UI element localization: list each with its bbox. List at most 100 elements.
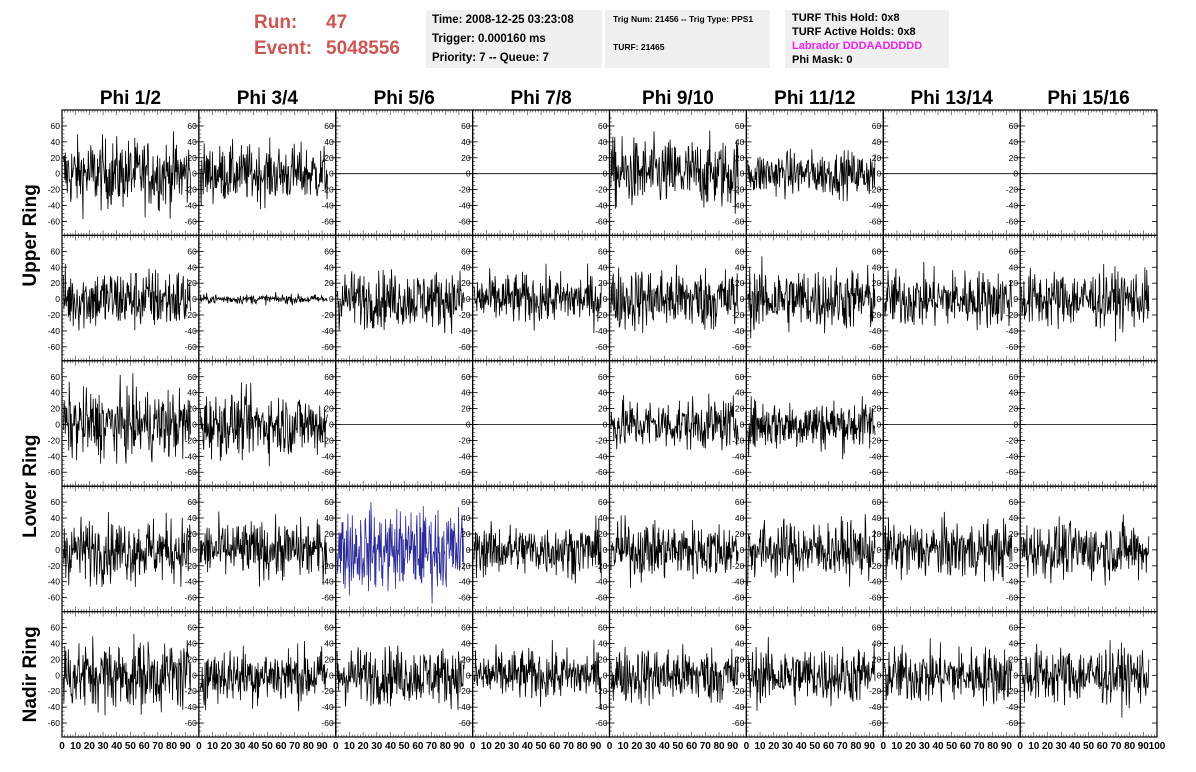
ytick-label: -20 — [48, 185, 61, 195]
ytick-label: 40 — [735, 262, 745, 272]
ytick-label: -20 — [869, 686, 882, 696]
xtick-label: 10 — [891, 741, 903, 752]
ytick-label: 40 — [461, 513, 471, 523]
ytick-label: 0 — [55, 420, 60, 430]
ytick-label: 60 — [51, 623, 61, 633]
ytick-label: 40 — [324, 513, 334, 523]
ytick-label: 60 — [1009, 497, 1019, 507]
ytick-label: 20 — [51, 278, 61, 288]
ytick-label: 60 — [598, 623, 608, 633]
ytick-label: -60 — [458, 467, 471, 477]
ytick-label: -20 — [595, 561, 608, 571]
panel-r0-c0: -60 -40 -20 0 20 40 60 — [48, 109, 200, 237]
ytick-label: 60 — [324, 121, 334, 131]
ytick-label: -40 — [48, 577, 61, 587]
trigger-text: Trigger: 0.000160 ms — [432, 33, 546, 45]
ytick-label: 60 — [598, 121, 608, 131]
event-value: 5048556 — [326, 38, 400, 59]
ytick-label: -20 — [869, 435, 882, 445]
panel-r1-c2: -60 -40 -20 0 20 40 60 — [321, 234, 474, 362]
ytick-label: -60 — [458, 216, 471, 226]
waveform-trace — [63, 131, 192, 220]
xtick-label: 30 — [782, 741, 794, 752]
ytick-label: 0 — [192, 670, 197, 680]
ytick-label: 40 — [51, 262, 61, 272]
xtick-label: 90 — [317, 741, 329, 752]
ytick-label: -20 — [321, 686, 334, 696]
panel-r2-c3: -60 -40 -20 0 20 40 60 — [458, 360, 611, 487]
xtick-label: 10 — [70, 741, 82, 752]
ytick-label: 40 — [51, 388, 61, 398]
xtick-label: 10 — [344, 741, 356, 752]
ytick-label: 0 — [329, 420, 334, 430]
ytick-label: 20 — [461, 153, 471, 163]
ytick-label: 20 — [1009, 153, 1019, 163]
ytick-label: 60 — [324, 372, 334, 382]
column-header-1: Phi 3/4 — [237, 88, 299, 109]
ytick-label: 0 — [192, 169, 197, 179]
ytick-label: 20 — [461, 654, 471, 664]
ytick-label: 0 — [1013, 545, 1018, 555]
waveform-trace — [747, 256, 876, 339]
time-info-box: Time: 2008-12-25 03:23:08 Trigger: 0.000… — [426, 10, 602, 68]
waveform-trace — [199, 640, 328, 712]
turf-text: TURF: 21465 — [613, 42, 665, 52]
ytick-label: 20 — [324, 404, 334, 414]
panel-r0-c1: -60 -40 -20 0 20 40 60 — [185, 109, 337, 237]
column-header-6: Phi 13/14 — [910, 88, 993, 109]
panel-r1-c6: -60 -40 -20 0 20 40 60 — [869, 234, 1021, 362]
ytick-label: -40 — [869, 577, 882, 587]
xtick-label: 10 — [481, 741, 493, 752]
ytick-label: 40 — [1009, 262, 1019, 272]
xtick-label: 50 — [262, 741, 274, 752]
panel-r1-c3: -60 -40 -20 0 20 40 60 — [458, 234, 611, 362]
xtick-label: 80 — [713, 741, 725, 752]
ytick-label: -60 — [595, 593, 608, 603]
xtick-label: 80 — [850, 741, 862, 752]
ytick-label: 20 — [1009, 529, 1019, 539]
ytick-label: -60 — [1006, 216, 1019, 226]
waveform-trace — [747, 148, 876, 202]
ytick-label: -60 — [185, 216, 198, 226]
panel-r4-c6: -60 -40 -20 0 20 40 60 — [869, 610, 1021, 738]
xtick-label: 60 — [1097, 741, 1109, 752]
ytick-label: -40 — [1006, 326, 1019, 336]
panel-r1-c1: -60 -40 -20 0 20 40 60 — [185, 234, 337, 362]
ytick-label: 0 — [740, 545, 745, 555]
panel-r1-c5: -60 -40 -20 0 20 40 60 — [732, 234, 884, 362]
ytick-label: -40 — [458, 577, 471, 587]
ytick-label: -40 — [595, 201, 608, 211]
ytick-label: -20 — [48, 310, 61, 320]
ytick-label: 60 — [187, 372, 197, 382]
panel-r0-c2: -60 -40 -20 0 20 40 60 — [321, 109, 474, 237]
ytick-label: -60 — [321, 216, 334, 226]
xtick-label: 90 — [864, 741, 876, 752]
ytick-label: -40 — [185, 577, 198, 587]
waveform-trace — [336, 502, 465, 604]
waveform-trace — [1021, 263, 1150, 342]
ytick-label: -20 — [321, 561, 334, 571]
ytick-label: 40 — [872, 513, 882, 523]
ytick-label: 40 — [598, 137, 608, 147]
ytick-label: 20 — [598, 654, 608, 664]
ytick-label: 20 — [1009, 654, 1019, 664]
panel-r0-c7: -60 -40 -20 0 20 40 60 — [1006, 109, 1158, 237]
ring-label-1: Lower Ring — [20, 434, 41, 537]
ytick-label: 40 — [51, 137, 61, 147]
xtick-label: 20 — [221, 741, 233, 752]
ytick-label: 20 — [324, 278, 334, 288]
trig-num-text: Trig Num: 21456 -- Trig Type: PPS1 — [613, 14, 754, 24]
panel-r4-c7: -60 -40 -20 0 20 40 60 — [1006, 610, 1158, 738]
event-label: Event: — [254, 38, 313, 59]
ytick-label: -60 — [732, 593, 745, 603]
ytick-label: 60 — [872, 623, 882, 633]
ytick-label: 0 — [329, 545, 334, 555]
xtick-label: 40 — [796, 741, 808, 752]
ytick-label: -20 — [732, 310, 745, 320]
ytick-label: 40 — [598, 513, 608, 523]
ytick-label: 60 — [1009, 121, 1019, 131]
xtick-label: 10 — [755, 741, 767, 752]
xtick-label: 0 — [59, 741, 65, 752]
xtick-label: 0 — [196, 741, 202, 752]
ytick-label: -40 — [595, 702, 608, 712]
